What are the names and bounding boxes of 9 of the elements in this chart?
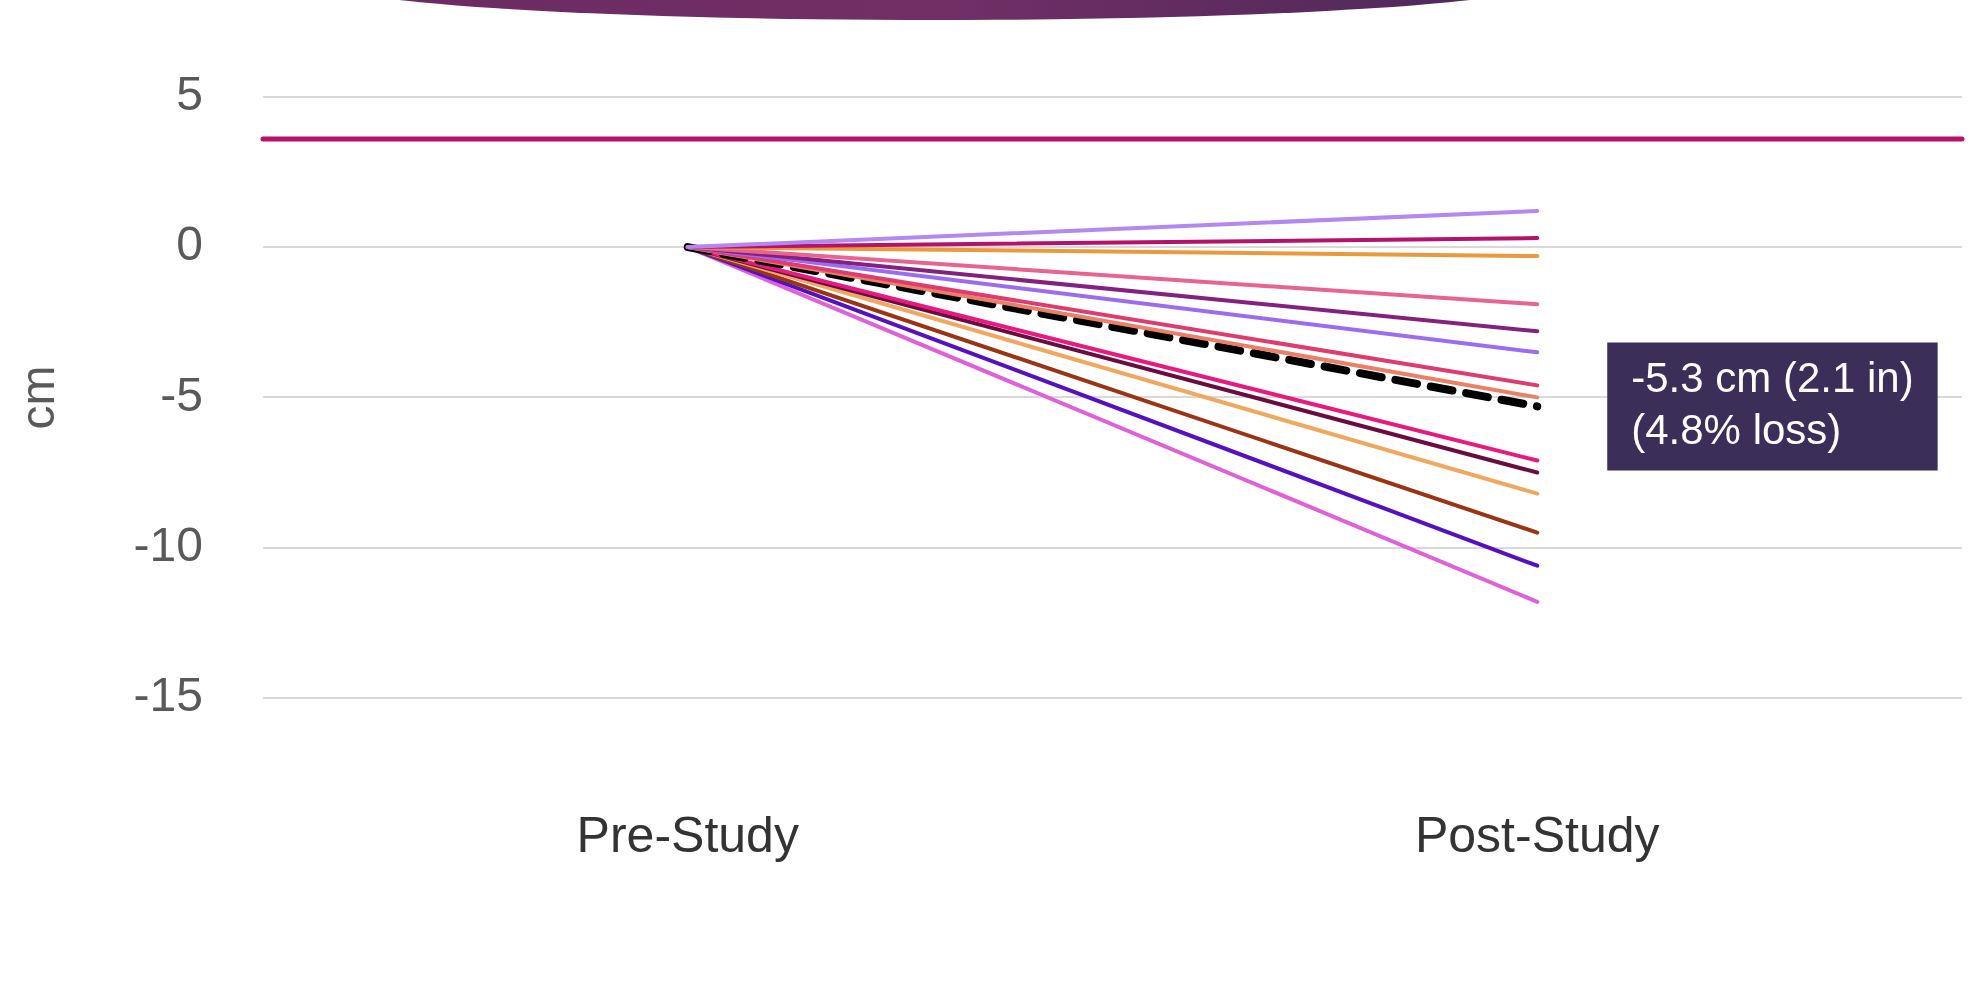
annotation: -5.3 cm (2.1 in) (4.8% loss) [1631, 354, 1914, 453]
y-axis-title: cm [11, 365, 65, 430]
y-tick-label: 5 [176, 67, 203, 121]
x-tick-label: Post-Study [1414, 806, 1660, 863]
x-tick-label: Pre-Study [576, 806, 799, 863]
y-tick-label: -10 [133, 517, 203, 571]
y-tick-label: -15 [133, 668, 203, 722]
y-tick-label: 0 [176, 217, 203, 271]
y-tick-label: -5 [160, 367, 203, 421]
